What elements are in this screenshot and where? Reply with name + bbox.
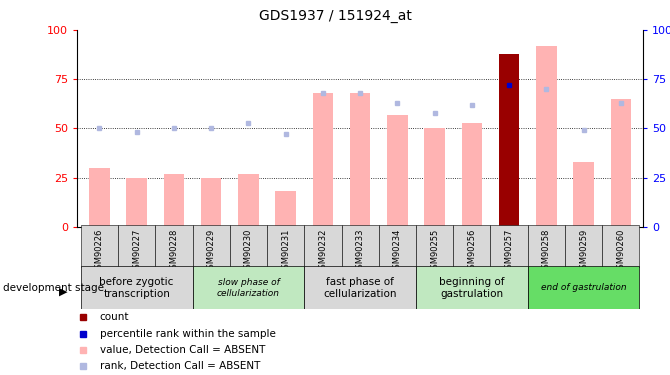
Text: GSM90234: GSM90234 bbox=[393, 228, 402, 274]
Text: GSM90257: GSM90257 bbox=[505, 228, 514, 274]
Text: count: count bbox=[100, 312, 129, 322]
Text: GSM90232: GSM90232 bbox=[318, 228, 328, 274]
Text: before zygotic
transcription: before zygotic transcription bbox=[99, 277, 174, 298]
Bar bbox=[163, 174, 184, 227]
Bar bbox=[602, 225, 639, 268]
Text: value, Detection Call = ABSENT: value, Detection Call = ABSENT bbox=[100, 345, 265, 355]
Bar bbox=[574, 162, 594, 227]
Bar bbox=[528, 225, 565, 268]
Bar bbox=[304, 266, 416, 309]
Text: rank, Detection Call = ABSENT: rank, Detection Call = ABSENT bbox=[100, 361, 260, 371]
Text: development stage: development stage bbox=[3, 283, 105, 293]
Bar bbox=[201, 178, 221, 227]
Bar bbox=[499, 54, 519, 227]
Bar bbox=[387, 115, 407, 227]
Text: GSM90230: GSM90230 bbox=[244, 228, 253, 274]
Bar bbox=[127, 178, 147, 227]
Text: GSM90227: GSM90227 bbox=[132, 228, 141, 274]
Text: GSM90260: GSM90260 bbox=[616, 228, 625, 274]
Bar bbox=[230, 225, 267, 268]
Bar bbox=[238, 174, 259, 227]
Bar bbox=[275, 191, 296, 227]
Bar bbox=[536, 46, 557, 227]
Text: GSM90229: GSM90229 bbox=[206, 228, 216, 274]
Bar bbox=[565, 225, 602, 268]
Bar bbox=[490, 225, 528, 268]
Bar bbox=[81, 266, 192, 309]
Text: GSM90256: GSM90256 bbox=[468, 228, 476, 274]
Text: slow phase of
cellularization: slow phase of cellularization bbox=[217, 278, 280, 297]
Text: GSM90231: GSM90231 bbox=[281, 228, 290, 274]
Bar bbox=[81, 225, 118, 268]
Bar bbox=[155, 225, 192, 268]
Bar bbox=[313, 93, 333, 227]
Bar bbox=[118, 225, 155, 268]
Bar bbox=[528, 266, 639, 309]
Bar bbox=[192, 225, 230, 268]
Bar bbox=[267, 225, 304, 268]
Bar bbox=[89, 168, 110, 227]
Bar bbox=[453, 225, 490, 268]
Bar bbox=[610, 99, 631, 227]
Text: ▶: ▶ bbox=[60, 287, 68, 297]
Text: fast phase of
cellularization: fast phase of cellularization bbox=[324, 277, 397, 298]
Bar bbox=[342, 225, 379, 268]
Text: GSM90233: GSM90233 bbox=[356, 228, 364, 274]
Bar bbox=[416, 266, 528, 309]
Bar bbox=[462, 123, 482, 227]
Bar bbox=[350, 93, 371, 227]
Bar bbox=[304, 225, 342, 268]
Text: GSM90258: GSM90258 bbox=[542, 228, 551, 274]
Text: GSM90228: GSM90228 bbox=[170, 228, 178, 274]
Bar bbox=[424, 128, 445, 227]
Text: end of gastrulation: end of gastrulation bbox=[541, 284, 626, 292]
Bar bbox=[379, 225, 416, 268]
Text: GDS1937 / 151924_at: GDS1937 / 151924_at bbox=[259, 9, 411, 23]
Text: GSM90226: GSM90226 bbox=[95, 228, 104, 274]
Bar bbox=[416, 225, 453, 268]
Text: percentile rank within the sample: percentile rank within the sample bbox=[100, 329, 275, 339]
Text: GSM90255: GSM90255 bbox=[430, 228, 439, 274]
Text: GSM90259: GSM90259 bbox=[579, 228, 588, 274]
Text: beginning of
gastrulation: beginning of gastrulation bbox=[439, 277, 505, 298]
Bar bbox=[192, 266, 304, 309]
